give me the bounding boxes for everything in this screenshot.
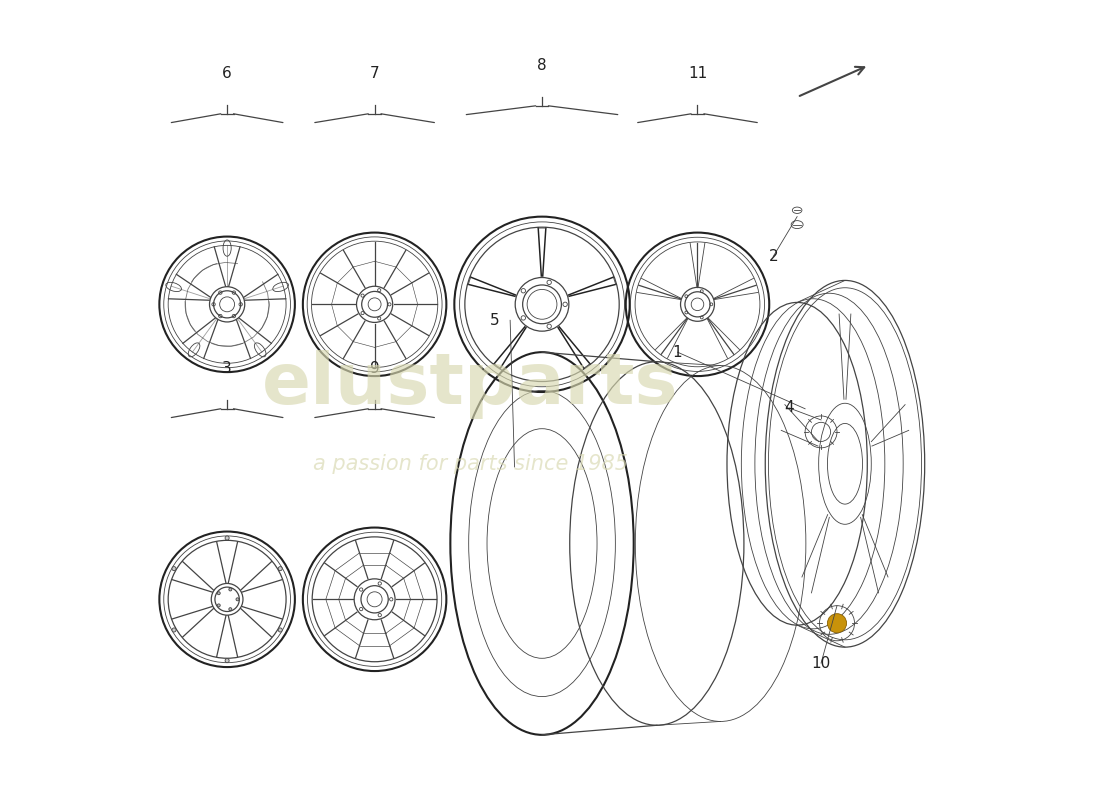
Circle shape bbox=[172, 628, 176, 632]
Circle shape bbox=[226, 658, 229, 662]
Text: elustparts: elustparts bbox=[262, 350, 679, 418]
Text: 1: 1 bbox=[673, 345, 682, 360]
Text: 9: 9 bbox=[370, 361, 379, 376]
Circle shape bbox=[236, 598, 239, 601]
Circle shape bbox=[172, 566, 176, 570]
Text: 5: 5 bbox=[490, 313, 499, 328]
Circle shape bbox=[278, 628, 283, 632]
Circle shape bbox=[217, 592, 220, 594]
Text: 2: 2 bbox=[769, 249, 778, 264]
Circle shape bbox=[229, 588, 232, 591]
Text: 3: 3 bbox=[222, 361, 232, 376]
Circle shape bbox=[278, 566, 283, 570]
Text: a passion for parts since 1985: a passion for parts since 1985 bbox=[312, 454, 628, 474]
Circle shape bbox=[827, 614, 847, 633]
Text: 6: 6 bbox=[222, 66, 232, 81]
Circle shape bbox=[229, 608, 232, 610]
Text: 10: 10 bbox=[812, 655, 830, 670]
Circle shape bbox=[226, 536, 229, 540]
Text: 11: 11 bbox=[688, 66, 707, 81]
Text: 4: 4 bbox=[784, 401, 794, 415]
Text: 8: 8 bbox=[537, 58, 547, 73]
Circle shape bbox=[217, 604, 220, 607]
Text: 7: 7 bbox=[370, 66, 379, 81]
